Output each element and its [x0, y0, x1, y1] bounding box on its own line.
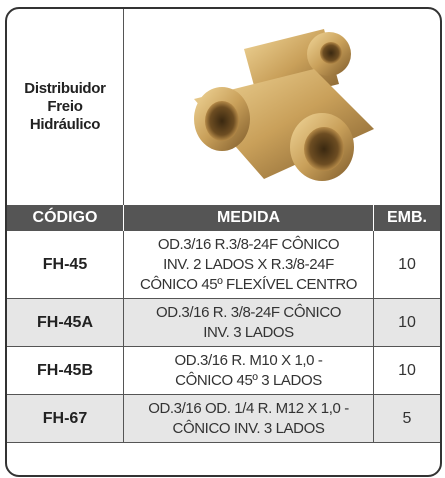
emb-cell: 5 — [374, 395, 440, 443]
medida-line: CÔNICO 45º FLEXÍVEL CENTRO — [139, 275, 358, 293]
medida-line: OD.3/16 R. 3/8-24F CÔNICO — [155, 303, 342, 321]
medida-line: INV. 2 LADOS X R.3/8-24F — [163, 255, 334, 273]
medida-line: CÔNICO 45º 3 LADOS — [175, 371, 322, 389]
medida-line: INV. 3 LADOS — [203, 323, 294, 341]
header-cell: MEDIDA — [124, 205, 374, 231]
header-cell: CÓDIGO — [7, 205, 124, 231]
medida-cell: OD.3/16 R. M10 X 1,0 - CÔNICO 45º 3 LADOS — [124, 347, 374, 395]
product-image — [124, 9, 440, 205]
emb-cell: 10 — [374, 231, 440, 299]
code-cell: FH-45B — [7, 347, 124, 395]
code-cell: FH-67 — [7, 395, 124, 443]
emb-cell: 10 — [374, 299, 440, 347]
medida-line: OD.3/16 R. M10 X 1,0 - — [174, 351, 323, 369]
fitting-illustration — [194, 29, 374, 181]
medida-cell: OD.3/16 OD. 1/4 R. M12 X 1,0 - CÔNICO INV… — [124, 395, 374, 443]
emb-cell: 10 — [374, 347, 440, 395]
code-cell: FH-45A — [7, 299, 124, 347]
product-name: Distribuidor Freio Hidráulico — [7, 9, 124, 205]
name-line: Hidráulico — [29, 116, 101, 133]
medida-cell: OD.3/16 R. 3/8-24F CÔNICO INV. 3 LADOS — [124, 299, 374, 347]
name-line: Distribuidor — [24, 80, 106, 97]
medida-line: CÔNICO INV. 3 LADOS — [172, 419, 325, 437]
medida-line: OD.3/16 R.3/8-24F CÔNICO — [157, 235, 340, 253]
header-cell: EMB. — [374, 205, 440, 231]
code-cell: FH-45 — [7, 231, 124, 299]
medida-cell: OD.3/16 R.3/8-24F CÔNICO INV. 2 LADOS X R… — [124, 231, 374, 299]
product-card: Distribuidor Freio Hidráulico CÓDIGO MEDIDA… — [5, 7, 442, 477]
name-line: Freio — [47, 98, 83, 115]
medida-line: OD.3/16 OD. 1/4 R. M12 X 1,0 - — [148, 399, 349, 417]
